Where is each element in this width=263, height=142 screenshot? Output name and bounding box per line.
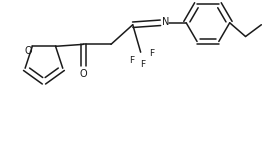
Text: F: F: [149, 49, 154, 58]
Text: O: O: [24, 46, 32, 56]
Text: N: N: [162, 17, 169, 27]
Text: F: F: [140, 60, 145, 69]
Text: O: O: [79, 69, 87, 79]
Text: F: F: [129, 56, 134, 64]
